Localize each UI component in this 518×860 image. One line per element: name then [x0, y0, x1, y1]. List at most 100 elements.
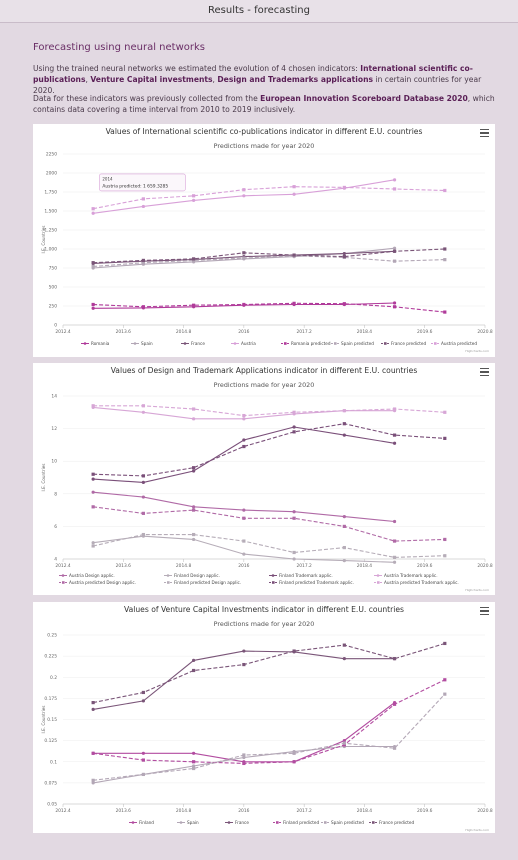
legend-item: France predicted [369, 820, 414, 825]
intro-text-a: Using the trained neural networks we est… [33, 64, 361, 73]
data-point [292, 550, 296, 555]
source-text-c: , which contains data covering a time in… [33, 94, 495, 114]
data-point [141, 204, 145, 209]
chart-design-trademark: Values of Design and Trademark Applicati… [41, 366, 493, 592]
y-tick-label: 6 [54, 524, 57, 530]
y-tick-label: 2000 [46, 171, 57, 177]
data-point [141, 758, 145, 762]
indicator-copublications: International scientific co-publications [33, 64, 473, 84]
intro-paragraph: Using the trained neural networks we est… [33, 63, 495, 96]
y-tick-label: 0.175 [44, 696, 57, 702]
data-point [392, 441, 397, 445]
legend-label: Austria [241, 341, 256, 346]
chart-copublications: Values of International scientific co-pu… [41, 127, 493, 353]
chart-title: Values of International scientific co-pu… [106, 127, 423, 136]
data-point [342, 657, 346, 661]
data-point [392, 249, 397, 253]
legend-item: France [181, 341, 205, 346]
data-point [141, 495, 145, 499]
data-point [141, 772, 145, 777]
chart-title: Values of Design and Trademark Applicati… [111, 366, 418, 375]
x-tick-label: 2020.8 [477, 808, 493, 814]
data-point [342, 422, 346, 426]
x-tick-label: 2019.6 [417, 563, 433, 569]
chart-menu-icon[interactable] [480, 368, 489, 376]
data-point [242, 438, 246, 442]
chart-menu-icon[interactable] [480, 607, 489, 615]
x-tick-label: 2012.4 [55, 563, 71, 569]
legend-label: Spain [187, 820, 199, 825]
y-tick-label: 500 [49, 285, 58, 291]
legend-item: Austria Design applic. [59, 573, 115, 578]
chart-subtitle: Predictions made for year 2020 [214, 142, 315, 150]
x-tick-label: 2017.2 [296, 808, 312, 814]
x-tick-label: 2016 [238, 563, 249, 569]
data-point [192, 198, 196, 202]
data-point [242, 508, 246, 512]
data-point [392, 519, 397, 524]
y-tick-label: 8 [54, 491, 57, 497]
legend-swatch-marker [62, 581, 65, 584]
data-point [91, 302, 95, 307]
data-point [91, 211, 95, 215]
legend-swatch-marker [376, 574, 380, 577]
y-tick-label: 0 [54, 323, 57, 329]
legend-swatch-marker [166, 574, 170, 577]
data-point [192, 505, 196, 509]
x-tick-label: 2018.4 [357, 329, 373, 335]
chart-credit: Highcharts.com [465, 588, 489, 592]
data-point [392, 305, 397, 309]
chart-menu-icon[interactable] [480, 129, 489, 137]
series-line [93, 650, 395, 710]
data-point [242, 256, 246, 260]
data-point [342, 185, 346, 190]
data-point [91, 701, 95, 705]
legend-item: Austria Trademark applic. [374, 573, 438, 578]
y-tick-label: 0.25 [47, 633, 57, 639]
data-point [91, 477, 95, 481]
y-tick-label: 1,500 [44, 209, 57, 215]
data-point [91, 264, 95, 269]
legend-item: Austria predicted [431, 341, 477, 346]
legend-label: Austria predicted [441, 341, 477, 346]
x-tick-label: 2017.2 [296, 563, 312, 569]
legend-item: Finland predicted Trademark applic. [269, 580, 354, 585]
data-point [91, 541, 95, 545]
series-line [93, 405, 445, 417]
data-point [192, 766, 196, 771]
data-point [141, 404, 145, 408]
data-point [242, 302, 246, 307]
x-tick-label: 2016 [238, 329, 249, 335]
data-point [292, 410, 296, 414]
data-point [342, 559, 346, 563]
x-tick-label: 2013.6 [116, 329, 132, 335]
data-point [342, 302, 346, 306]
indicator-design-trademarks: Design and Trademarks applications [217, 75, 374, 84]
intro-sep-1: , [85, 75, 91, 84]
data-point [91, 781, 95, 785]
data-point [443, 410, 447, 414]
legend-swatch-marker [334, 342, 337, 345]
data-point [192, 466, 196, 470]
legend-label: Romania [91, 341, 110, 346]
page-title-bar: Results - forecasting [0, 0, 518, 23]
x-tick-label: 2017.2 [296, 329, 312, 335]
data-point [292, 430, 296, 434]
data-point [141, 699, 145, 703]
data-point [342, 433, 346, 437]
chart-credit: Highcharts.com [465, 828, 489, 832]
data-point [192, 303, 196, 307]
data-point [242, 188, 246, 192]
legend-item: France [225, 820, 249, 825]
series-line [93, 693, 446, 781]
data-point [242, 662, 246, 667]
data-point [192, 764, 196, 768]
legend-swatch-marker [167, 581, 170, 584]
series-line [92, 186, 445, 210]
data-point [242, 755, 246, 760]
data-point [141, 261, 145, 265]
legend-item: Finland [129, 820, 154, 825]
data-point [392, 178, 397, 182]
data-point [141, 751, 145, 755]
y-tick-label: 750 [49, 266, 58, 272]
